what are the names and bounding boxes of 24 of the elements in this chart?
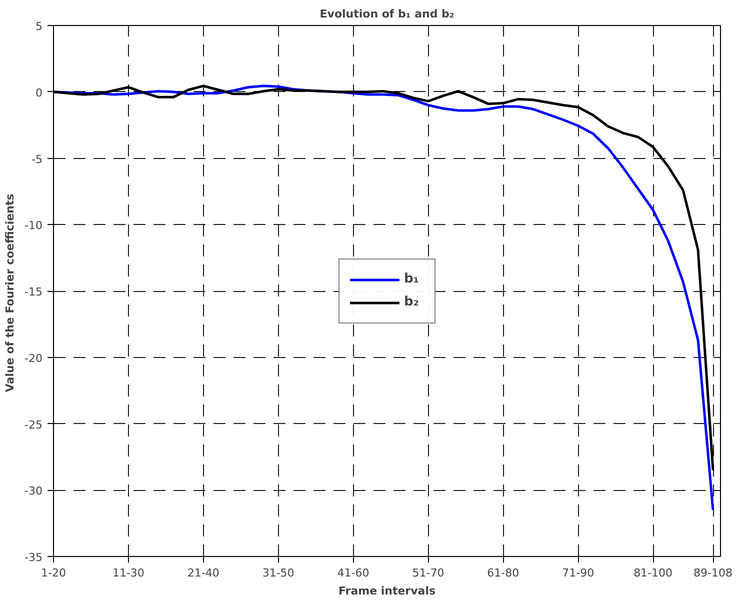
x-tick-label: 11-30 — [112, 566, 144, 580]
y-tick-label: -20 — [24, 352, 42, 365]
x-tick-label: 31-50 — [262, 566, 294, 580]
x-tick-label: 71-90 — [562, 566, 594, 580]
x-tick-label: 51-70 — [412, 566, 444, 580]
x-axis-title: Frame intervals — [338, 584, 436, 598]
y-tick-label: 5 — [36, 20, 42, 33]
y-tick-label: -5 — [32, 152, 42, 166]
y-tick-label: -30 — [24, 484, 42, 498]
y-tick-label: -25 — [24, 418, 42, 432]
x-tick-label: 81-100 — [634, 566, 673, 580]
y-tick-label: -10 — [24, 219, 42, 232]
y-axis-title: Value of the Fourier coefficients — [4, 193, 17, 392]
x-tick-label: 1-20 — [41, 566, 66, 580]
y-tick-label: 0 — [36, 86, 42, 100]
chart-title: Evolution of b₁ and b₂ — [320, 8, 454, 20]
x-tick-label: 61-80 — [487, 566, 520, 580]
y-tick-label: -35 — [24, 551, 42, 564]
x-tick-label: 41-60 — [337, 566, 370, 580]
x-tick-label: 89-108 — [694, 566, 732, 580]
y-tick-label: -15 — [24, 286, 42, 298]
x-tick-label: 21-40 — [187, 566, 220, 580]
legend-label: b₂ — [404, 294, 420, 310]
legend-label: b₁ — [404, 272, 420, 286]
